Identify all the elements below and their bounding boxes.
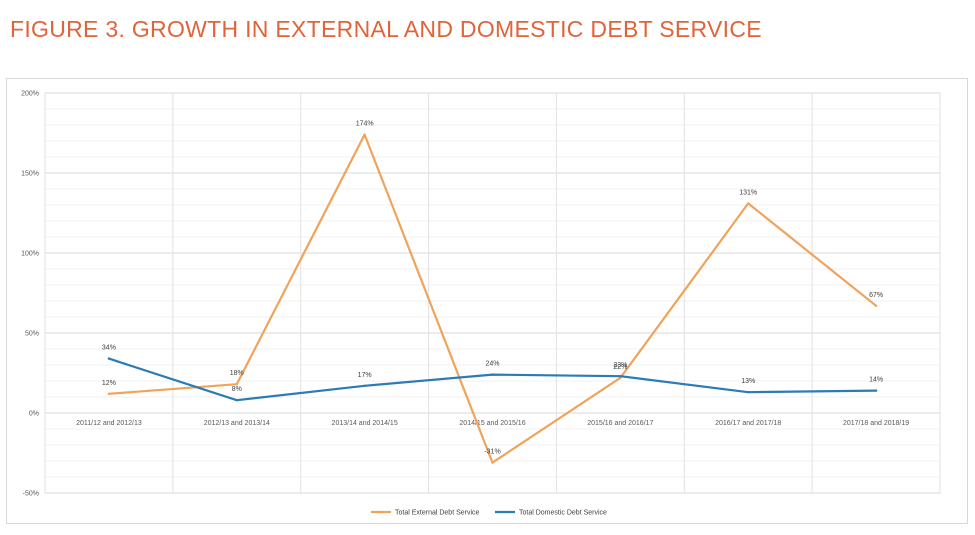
y-tick-label: 150%	[21, 171, 39, 178]
y-tick-label: 0%	[29, 411, 39, 418]
x-tick-label: 2016/17 and 2017/18	[715, 420, 781, 427]
data-label: 13%	[741, 378, 755, 385]
data-point	[747, 391, 750, 394]
x-tick-label: 2012/13 and 2013/14	[204, 420, 270, 427]
x-tick-label: 2014/15 and 2015/16	[459, 420, 525, 427]
data-label: 23%	[613, 362, 627, 369]
data-point	[619, 375, 622, 378]
x-tick-label: 2013/14 and 2014/15	[332, 420, 398, 427]
data-label: 174%	[356, 121, 374, 128]
data-label: 24%	[485, 361, 499, 368]
x-tick-label: 2011/12 and 2012/13	[76, 420, 142, 427]
data-point	[107, 392, 111, 395]
data-label: 67%	[869, 292, 883, 299]
data-label: 12%	[102, 380, 116, 387]
data-label: 18%	[230, 370, 244, 377]
data-label: 34%	[102, 345, 116, 352]
data-point	[747, 202, 750, 205]
data-point	[235, 399, 238, 402]
data-point	[491, 461, 494, 464]
y-tick-label: 100%	[21, 251, 39, 258]
figure-title: FIGURE 3. GROWTH IN EXTERNAL AND DOMESTI…	[10, 16, 762, 42]
legend-entry: Total External Debt Service	[395, 510, 480, 517]
data-point	[874, 389, 878, 392]
data-point	[363, 133, 366, 136]
data-label: 22%	[613, 364, 627, 371]
x-tick-label: 2015/16 and 2016/17	[587, 420, 653, 427]
legend-entry: Total Domestic Debt Service	[519, 510, 607, 517]
data-label: 14%	[869, 377, 883, 384]
data-label: 17%	[358, 372, 372, 379]
data-point	[107, 357, 111, 360]
data-label: 131%	[739, 189, 757, 196]
data-label: 8%	[232, 386, 242, 393]
data-point	[363, 384, 366, 387]
data-point	[874, 304, 878, 307]
y-tick-label: 200%	[21, 91, 39, 98]
data-point	[235, 383, 238, 386]
y-tick-label: -50%	[23, 491, 39, 498]
x-tick-label: 2017/18 and 2018/19	[843, 420, 909, 427]
data-point	[491, 373, 494, 376]
y-tick-label: 50%	[25, 331, 39, 338]
data-label: -31%	[484, 449, 500, 456]
